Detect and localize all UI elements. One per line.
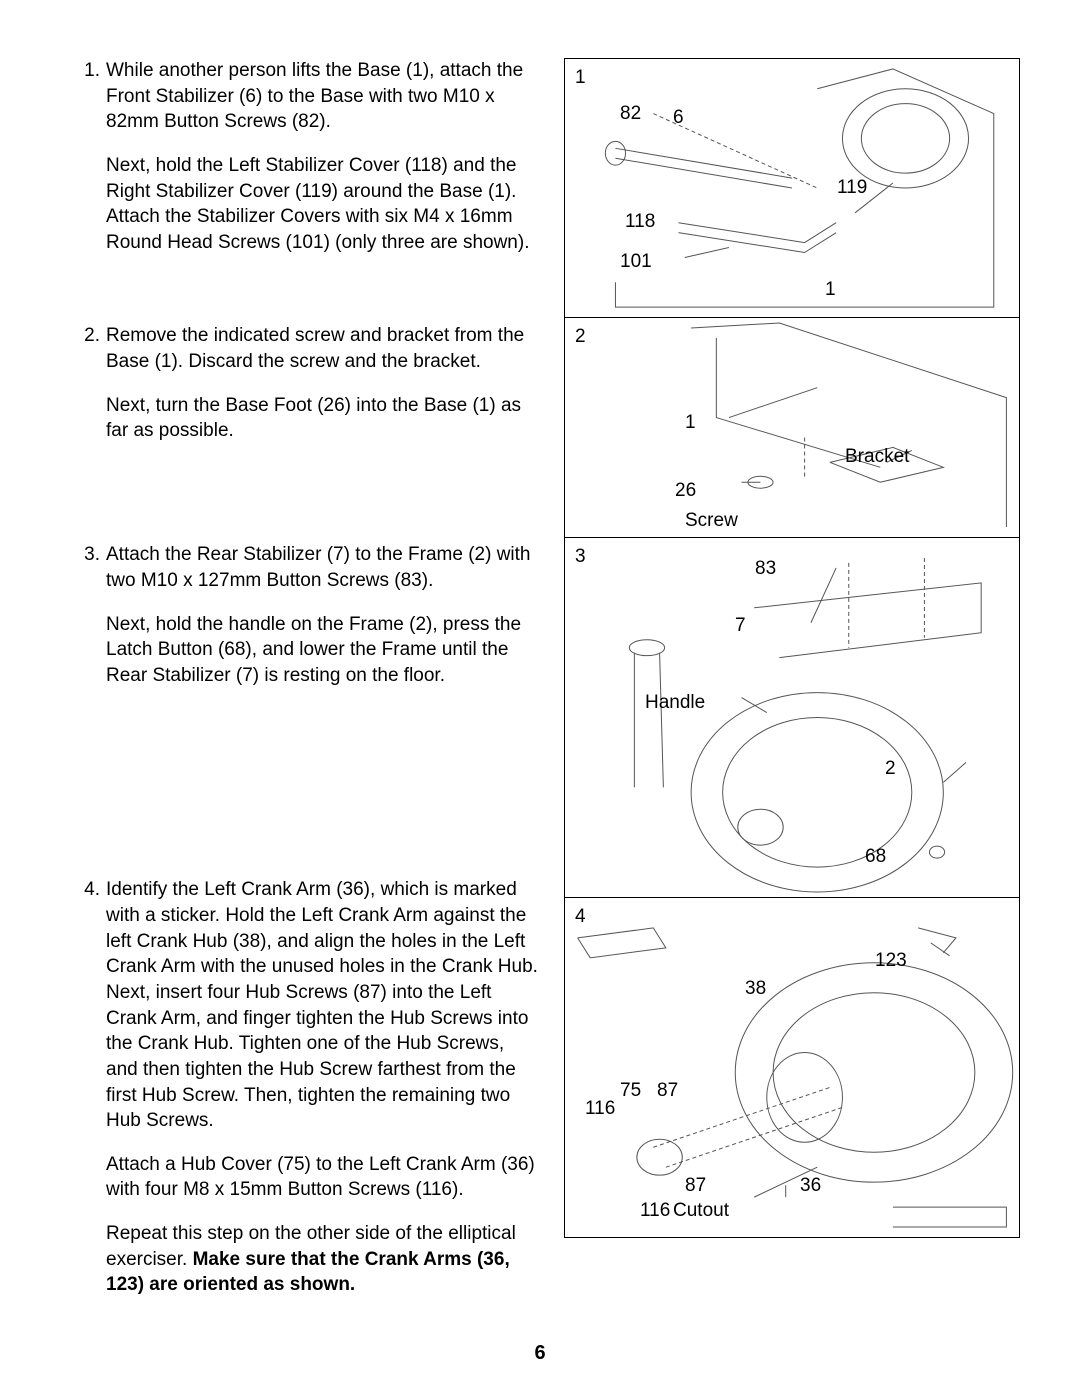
step-paragraph: Remove the indicated screw and bracket f… — [106, 323, 540, 374]
callout-label: 87 — [685, 1173, 706, 1199]
step-paragraph: Identify the Left Crank Arm (36), which … — [106, 877, 540, 1133]
step-3: 3. Attach the Rear Stabilizer (7) to the… — [80, 542, 540, 688]
callout-label: Bracket — [845, 444, 909, 470]
callout-label: 68 — [865, 844, 886, 870]
callout-label: 119 — [837, 175, 867, 201]
callout-label: 123 — [875, 948, 907, 974]
step-paragraph: While another person lifts the Base (1),… — [106, 58, 540, 135]
callout-label: 1 — [685, 410, 696, 436]
callout-label: 101 — [620, 249, 652, 275]
step-body: While another person lifts the Base (1),… — [106, 58, 540, 255]
page-body: 1. While another person lifts the Base (… — [80, 58, 1020, 1298]
figure-art — [565, 59, 1019, 317]
callout-label: 1 — [825, 277, 836, 303]
callout-label: 38 — [745, 976, 766, 1002]
callout-label: 82 — [620, 101, 641, 127]
figure-1: 1 82 6 119 118 101 1 — [564, 58, 1020, 318]
callout-label: 36 — [800, 1173, 821, 1199]
callout-label: Cutout — [673, 1198, 729, 1224]
callout-label: 116 — [640, 1198, 670, 1224]
step-4: 4. Identify the Left Crank Arm (36), whi… — [80, 877, 540, 1298]
callout-label: Screw — [685, 508, 738, 534]
step-paragraph: Next, hold the handle on the Frame (2), … — [106, 612, 540, 689]
step-1: 1. While another person lifts the Base (… — [80, 58, 540, 255]
step-number: 4. — [80, 877, 106, 1298]
figure-art — [565, 538, 1019, 897]
figure-art — [565, 318, 1019, 537]
callout-label: 2 — [885, 756, 896, 782]
instructions-column: 1. While another person lifts the Base (… — [80, 58, 540, 1298]
callout-label: 116 — [585, 1096, 615, 1122]
callout-label: 26 — [675, 478, 696, 504]
callout-label: 7 — [735, 613, 746, 639]
figure-art — [565, 898, 1019, 1237]
step-paragraph: Next, hold the Left Stabilizer Cover (11… — [106, 153, 540, 256]
callout-label: Handle — [645, 690, 705, 716]
step-2: 2. Remove the indicated screw and bracke… — [80, 323, 540, 444]
callout-label: 118 — [625, 209, 655, 235]
figures-column: 1 82 6 119 118 101 1 2 — [564, 58, 1020, 1298]
callout-label: 87 — [657, 1078, 678, 1104]
step-number: 3. — [80, 542, 106, 688]
step-number: 2. — [80, 323, 106, 444]
step-paragraph: Attach a Hub Cover (75) to the Left Cran… — [106, 1152, 540, 1203]
page-number: 6 — [0, 1340, 1080, 1367]
step-body: Attach the Rear Stabilizer (7) to the Fr… — [106, 542, 540, 688]
step-body: Remove the indicated screw and bracket f… — [106, 323, 540, 444]
callout-label: 83 — [755, 556, 776, 582]
step-paragraph: Next, turn the Base Foot (26) into the B… — [106, 393, 540, 444]
step-body: Identify the Left Crank Arm (36), which … — [106, 877, 540, 1298]
callout-label: 75 — [620, 1078, 641, 1104]
figure-4: 4 123 38 75 87 116 87 36 116 — [564, 898, 1020, 1238]
callout-label: 6 — [673, 105, 684, 131]
figure-2: 2 1 Bracket 26 Screw — [564, 318, 1020, 538]
step-number: 1. — [80, 58, 106, 255]
step-paragraph: Repeat this step on the other side of th… — [106, 1221, 540, 1298]
step-paragraph: Attach the Rear Stabilizer (7) to the Fr… — [106, 542, 540, 593]
figure-3: 3 83 7 Handle 2 68 — [564, 538, 1020, 898]
